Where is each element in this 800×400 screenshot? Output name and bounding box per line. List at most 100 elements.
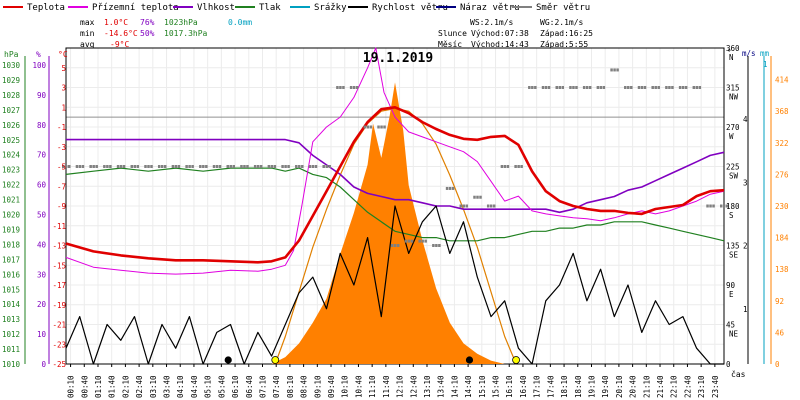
wind-direction-point <box>322 165 325 168</box>
wind-direction-point <box>226 165 229 168</box>
axis-tick-label: 50 <box>37 211 47 220</box>
wind-direction-point <box>150 165 153 168</box>
axis-tick-label: 0 <box>41 360 46 369</box>
wind-direction-point <box>610 68 613 72</box>
wind-direction-point <box>75 165 79 168</box>
stat-max-rain: 0.0mm <box>228 18 252 27</box>
wind-direction-point <box>418 239 421 243</box>
stat-max-humidity: 76% <box>140 18 155 27</box>
axis-tick-label: 40 <box>37 240 47 249</box>
axis-compass-label: NW <box>729 93 739 102</box>
x-tick-label: 22:10 <box>670 375 679 398</box>
wind-direction-point <box>462 204 466 208</box>
axis-tick-label: 1027 <box>2 106 20 115</box>
x-tick-label: 14:40 <box>464 375 473 398</box>
axis-tick-label: 1015 <box>2 285 20 294</box>
axis-tick-label: 1016 <box>2 270 21 279</box>
axis-tick-label: 0 <box>726 360 731 369</box>
axis-tick-label: 20 <box>37 300 47 309</box>
axis-tick-label: 1029 <box>2 76 20 85</box>
wind-direction-point <box>555 86 558 89</box>
wind-direction-point <box>602 86 606 89</box>
wind-direction-point <box>174 165 178 168</box>
wind-direction-point <box>270 165 274 168</box>
wind-direction-point <box>424 239 427 243</box>
x-tick-label: 20:10 <box>615 375 624 398</box>
axis-tick-label: 1 <box>743 305 748 314</box>
wind-direction-point <box>116 165 120 168</box>
axis-tick-label: 1022 <box>2 181 20 190</box>
axis-unit: mm <box>760 49 770 58</box>
wind-direction-point <box>253 165 257 168</box>
axis-tick-label: -13 <box>52 242 66 251</box>
wind-direction-point <box>585 86 589 89</box>
x-tick-label: 12:10 <box>396 375 405 398</box>
wind-direction-point <box>654 86 657 89</box>
wind-direction-point <box>451 186 455 190</box>
wind-direction-point <box>651 86 654 89</box>
wind-direction-point <box>267 165 271 168</box>
x-tick-label: 07:10 <box>258 375 267 398</box>
wind-direction-point <box>246 165 249 168</box>
axis-tick-label: 70 <box>37 151 47 160</box>
legend-label: Tlak <box>259 3 281 13</box>
stat-wind-gust: WG:2.1m/s <box>540 18 584 27</box>
axis-tick-label: 10 <box>37 330 47 339</box>
wind-direction-point <box>459 204 463 208</box>
series-line-p-zemn-teplota <box>65 47 725 275</box>
axis-tick-label: -3 <box>57 143 66 152</box>
x-tick-label: 03:10 <box>149 375 158 398</box>
axis-tick-label: 60 <box>37 181 47 190</box>
wind-direction-point <box>438 244 441 247</box>
legend-label: Přízemní teplota <box>92 3 179 13</box>
x-tick-label: 17:40 <box>546 375 555 398</box>
axis-tick-label: 1014 <box>2 300 21 309</box>
axis-tick-label: 322 <box>775 139 789 148</box>
x-tick-label: 11:10 <box>368 375 377 398</box>
x-tick-label: 02:10 <box>121 375 130 398</box>
wind-direction-point <box>726 204 729 208</box>
wind-direction-point <box>160 165 164 168</box>
wind-direction-point <box>147 165 150 168</box>
wind-direction-point <box>500 165 504 168</box>
wind-direction-point <box>541 86 545 89</box>
stat-wind-speed: WS:2.1m/s <box>470 18 514 27</box>
axis-tick-label: 2 <box>743 242 748 251</box>
x-tick-label: 08:10 <box>286 375 295 398</box>
axis-tick-label: 90 <box>37 91 47 100</box>
wind-direction-point <box>547 86 551 89</box>
axis-wind: m/s 4 3 2 1 <box>742 49 756 364</box>
x-axis: 00:10 00:40 01:10 01:40 02:10 02:40 03:10 03:40… <box>67 364 746 398</box>
x-tick-label: 02:40 <box>135 375 144 398</box>
stats-block: max 1.0°C 76% 1023hPa 0.0mm min -14.6°C 50% 1017… <box>80 18 593 49</box>
axis-tick-label: 100 <box>32 61 46 70</box>
wind-direction-point <box>349 86 353 89</box>
x-tick-label: 03:40 <box>163 375 172 398</box>
x-tick-label: 06:40 <box>245 375 254 398</box>
wind-direction-point <box>119 165 123 168</box>
wind-direction-point <box>394 244 397 247</box>
axis-tick-label: 184 <box>775 234 789 243</box>
axis-tick-label: -11 <box>52 222 66 231</box>
axis-tick-label: -17 <box>52 281 66 290</box>
wind-direction-point <box>435 244 438 247</box>
axis-tick-label: 1026 <box>2 121 21 130</box>
axis-tick-label: -5 <box>57 163 66 172</box>
axis-tick-label: -9 <box>57 202 66 211</box>
wind-direction-point <box>191 165 194 168</box>
axis-tick-label: 4 <box>743 115 748 124</box>
axis-tick-label: -7 <box>57 182 66 191</box>
x-tick-label: 12:40 <box>409 375 418 398</box>
wind-direction-point <box>397 244 400 247</box>
wind-direction-point <box>369 125 373 129</box>
wind-direction-point <box>259 165 263 168</box>
wind-direction-point <box>89 165 92 168</box>
axis-compass-label: SE <box>729 251 739 260</box>
axis-tick-label: 360 <box>726 44 740 53</box>
axis-tick-label: 1010 <box>2 360 21 369</box>
x-tick-label: 22:40 <box>683 375 692 398</box>
axis-tick-label: 1024 <box>2 151 21 160</box>
wind-direction-point <box>479 195 482 199</box>
x-tick-label: 18:40 <box>574 375 583 398</box>
wind-direction-point <box>528 86 531 89</box>
